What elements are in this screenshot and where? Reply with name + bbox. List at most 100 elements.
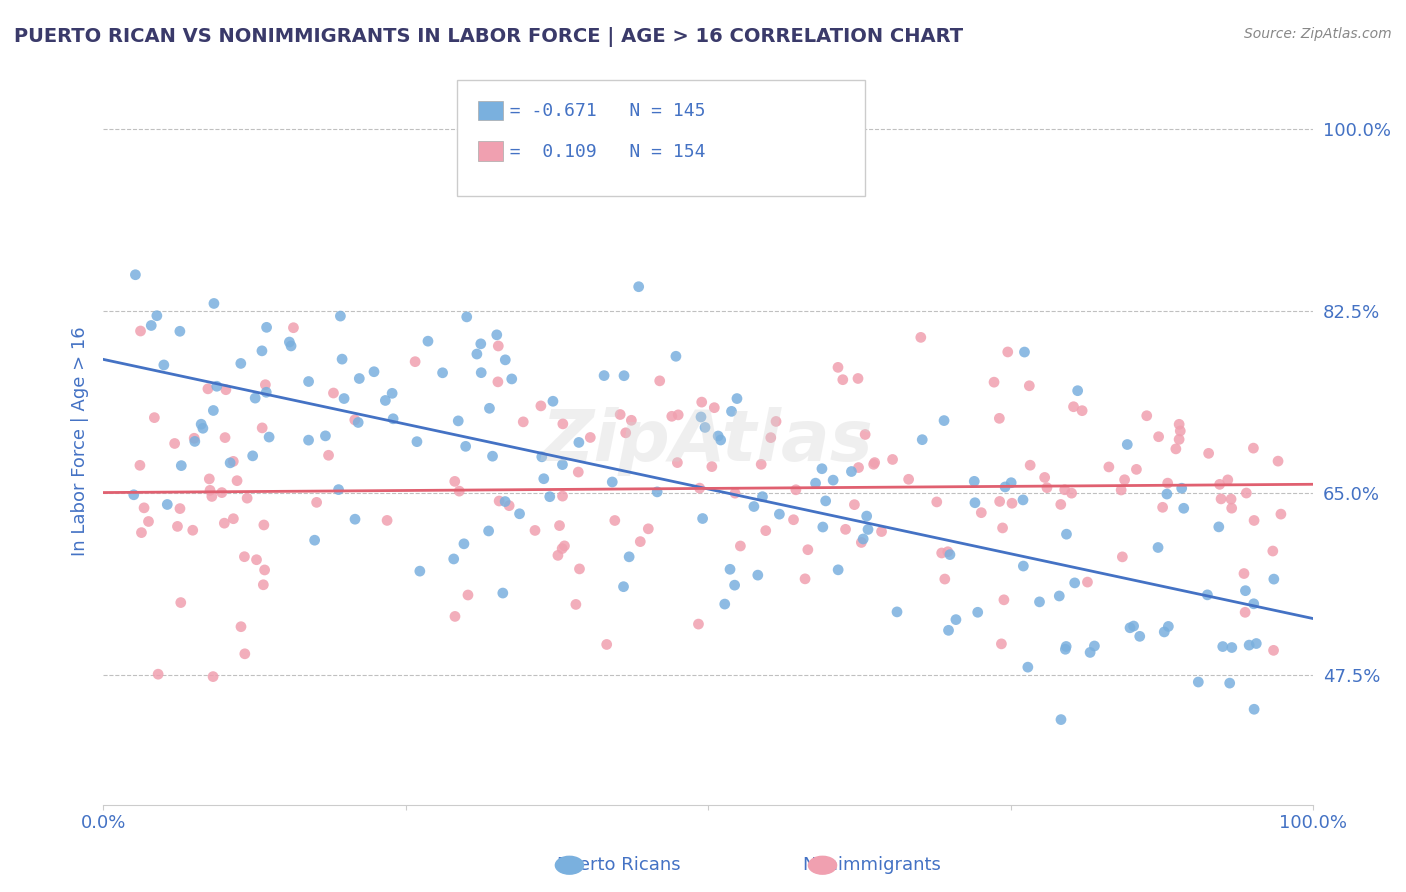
- Point: [184, 434, 207, 449]
- Point: [710, 433, 733, 447]
- Point: [547, 549, 569, 563]
- Point: [700, 459, 723, 474]
- Point: [1125, 462, 1147, 476]
- Point: [333, 392, 356, 406]
- Point: [614, 425, 637, 440]
- Point: [1056, 527, 1078, 541]
- Point: [456, 310, 478, 324]
- Point: [782, 513, 804, 527]
- Point: [146, 309, 169, 323]
- Point: [229, 356, 252, 370]
- Point: [1036, 481, 1059, 495]
- Point: [1168, 417, 1191, 432]
- Point: [122, 488, 145, 502]
- Point: [1053, 483, 1076, 497]
- Point: [661, 409, 683, 424]
- Point: [530, 450, 553, 464]
- Point: [1054, 640, 1077, 654]
- Point: [406, 434, 429, 449]
- Point: [343, 512, 366, 526]
- Point: [834, 522, 856, 536]
- Point: [1170, 481, 1192, 495]
- Point: [970, 506, 993, 520]
- Point: [1216, 473, 1239, 487]
- Point: [1234, 605, 1257, 619]
- Point: [768, 507, 790, 521]
- Point: [1270, 507, 1292, 521]
- Point: [637, 522, 659, 536]
- Point: [1237, 638, 1260, 652]
- Point: [509, 507, 531, 521]
- Point: [375, 513, 398, 527]
- Text: ZipAtlas: ZipAtlas: [543, 407, 875, 475]
- Point: [404, 354, 426, 368]
- Point: [1111, 549, 1133, 564]
- Point: [565, 598, 588, 612]
- Point: [1063, 575, 1085, 590]
- Point: [1208, 520, 1230, 534]
- Point: [932, 414, 955, 428]
- Point: [297, 433, 319, 447]
- Point: [1109, 483, 1132, 497]
- Point: [797, 542, 820, 557]
- Point: [214, 431, 236, 445]
- Point: [725, 392, 748, 406]
- Point: [823, 473, 845, 487]
- Point: [666, 456, 689, 470]
- Point: [257, 430, 280, 444]
- Point: [524, 524, 547, 538]
- Point: [1219, 676, 1241, 690]
- Point: [848, 460, 870, 475]
- Point: [963, 496, 986, 510]
- Point: [1156, 487, 1178, 501]
- Point: [1060, 486, 1083, 500]
- Point: [169, 501, 191, 516]
- Point: [938, 624, 960, 638]
- Point: [449, 484, 471, 499]
- Point: [163, 436, 186, 450]
- Point: [1147, 541, 1170, 555]
- Point: [254, 385, 277, 400]
- Point: [492, 586, 515, 600]
- Point: [1261, 544, 1284, 558]
- Point: [494, 494, 516, 508]
- Point: [1050, 713, 1073, 727]
- Point: [478, 401, 501, 416]
- Point: [1234, 486, 1257, 500]
- Point: [242, 449, 264, 463]
- Point: [470, 336, 492, 351]
- Point: [486, 339, 509, 353]
- Point: [1243, 513, 1265, 527]
- Point: [963, 475, 986, 489]
- Point: [229, 620, 252, 634]
- Point: [1164, 442, 1187, 456]
- Point: [494, 352, 516, 367]
- Point: [443, 475, 465, 489]
- Point: [703, 401, 725, 415]
- Point: [1267, 454, 1289, 468]
- Y-axis label: In Labor Force | Age > 16: In Labor Force | Age > 16: [72, 326, 89, 556]
- Point: [454, 439, 477, 453]
- Point: [501, 372, 523, 386]
- Point: [349, 371, 371, 385]
- Point: [551, 458, 574, 472]
- Point: [250, 421, 273, 435]
- Point: [747, 568, 769, 582]
- Point: [183, 431, 205, 445]
- Point: [1054, 642, 1077, 657]
- Point: [1122, 619, 1144, 633]
- Point: [297, 375, 319, 389]
- Point: [827, 563, 849, 577]
- Point: [988, 411, 1011, 425]
- Point: [1078, 645, 1101, 659]
- Point: [997, 345, 1019, 359]
- Point: [478, 524, 501, 538]
- Point: [453, 537, 475, 551]
- Point: [925, 495, 948, 509]
- Point: [486, 375, 509, 389]
- Point: [707, 429, 730, 443]
- Point: [146, 667, 169, 681]
- Point: [856, 523, 879, 537]
- Point: [233, 549, 256, 564]
- Point: [617, 549, 640, 564]
